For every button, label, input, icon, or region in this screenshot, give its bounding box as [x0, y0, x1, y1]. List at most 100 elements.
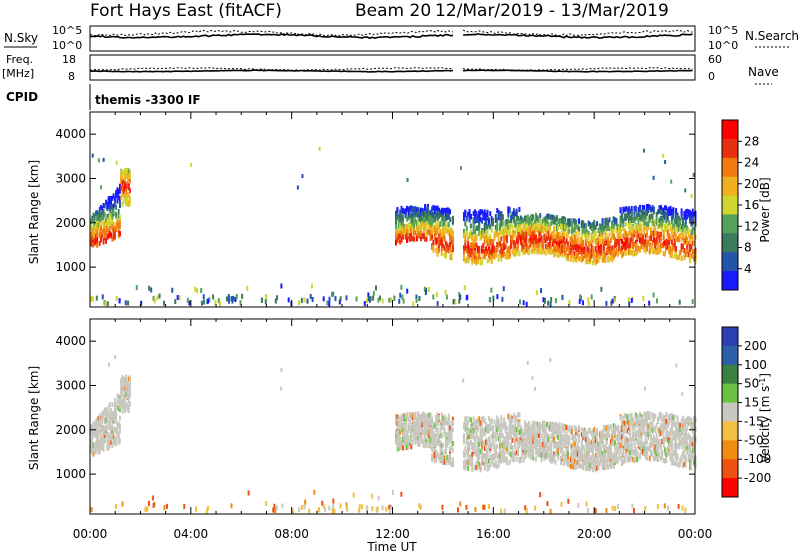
data-cell	[447, 418, 450, 424]
data-cell	[496, 415, 499, 421]
data-cell	[102, 410, 105, 416]
data-cell	[669, 210, 672, 216]
data-cell	[472, 425, 475, 431]
data-cell	[92, 235, 95, 241]
data-cell	[676, 255, 679, 261]
data-cell	[512, 210, 515, 216]
data-cell	[522, 432, 525, 438]
data-cell	[439, 211, 442, 217]
data-cell	[415, 236, 418, 242]
data-cell	[640, 223, 643, 229]
data-cell	[435, 292, 438, 298]
data-cell	[438, 244, 440, 250]
data-cell	[439, 443, 442, 449]
data-cell	[116, 393, 119, 399]
data-cell	[121, 384, 124, 390]
data-cell	[98, 224, 101, 230]
data-cell	[517, 231, 520, 237]
data-cell	[507, 229, 510, 235]
data-cell	[101, 435, 104, 441]
data-cell	[557, 240, 560, 246]
data-cell	[616, 239, 619, 245]
data-cell	[501, 442, 504, 448]
data-cell	[621, 245, 623, 251]
data-cell	[467, 465, 470, 471]
data-cell	[573, 234, 576, 240]
data-cell	[510, 240, 513, 246]
data-cell	[641, 204, 644, 210]
data-cell	[410, 205, 413, 211]
data-cell	[670, 230, 673, 236]
data-cell	[415, 208, 418, 214]
data-cell	[111, 210, 114, 216]
data-cell	[528, 439, 531, 445]
data-cell	[106, 431, 109, 437]
data-cell	[562, 232, 565, 238]
data-cell	[406, 224, 409, 230]
data-cell	[397, 220, 400, 226]
data-cell	[413, 412, 416, 418]
data-cell	[543, 431, 546, 437]
data-cell	[419, 417, 422, 423]
data-cell	[494, 247, 497, 253]
data-cell	[406, 288, 409, 294]
data-cell	[641, 237, 644, 243]
data-cell	[407, 441, 410, 447]
data-cell	[500, 215, 503, 221]
data-cell	[663, 240, 666, 246]
data-cell	[450, 438, 453, 444]
data-cell	[115, 404, 118, 410]
data-cell	[569, 444, 572, 450]
data-cell	[669, 245, 672, 251]
data-cell	[555, 429, 558, 435]
data-cell	[515, 235, 518, 241]
data-cell	[609, 254, 612, 260]
data-cell	[425, 212, 428, 218]
data-cell	[600, 228, 603, 234]
data-cell	[523, 248, 526, 254]
data-cell	[125, 186, 128, 192]
data-cell	[397, 216, 400, 222]
data-cell	[397, 445, 400, 451]
data-cell	[499, 443, 501, 449]
data-cell	[512, 244, 515, 250]
data-cell	[426, 412, 429, 418]
data-cell	[648, 248, 651, 254]
data-cell	[548, 453, 551, 459]
data-cell	[607, 225, 610, 231]
data-cell	[565, 452, 568, 458]
data-cell	[672, 224, 675, 230]
data-cell	[230, 296, 233, 302]
data-cell	[471, 257, 474, 263]
data-cell	[564, 442, 567, 448]
data-cell	[475, 260, 478, 266]
data-cell	[523, 448, 526, 454]
data-cell	[447, 226, 450, 232]
data-cell	[446, 440, 449, 446]
data-cell	[417, 231, 420, 237]
data-cell	[489, 224, 492, 230]
data-cell	[666, 239, 669, 245]
data-cell	[582, 221, 585, 227]
data-cell	[399, 217, 402, 223]
data-cell	[625, 250, 628, 256]
data-cell	[535, 212, 538, 218]
data-cell	[629, 215, 632, 221]
data-cell	[535, 290, 538, 296]
data-cell	[417, 411, 420, 417]
data-cell	[472, 211, 475, 217]
data-cell	[510, 215, 513, 221]
data-cell	[443, 459, 446, 465]
data-cell	[115, 189, 118, 195]
data-cell	[401, 214, 404, 220]
data-cell	[462, 228, 465, 234]
data-cell	[547, 226, 550, 232]
data-cell	[507, 443, 510, 449]
data-cell	[670, 179, 673, 184]
data-cell	[682, 244, 685, 250]
data-cell	[497, 212, 500, 218]
data-cell	[629, 225, 632, 231]
data-cell	[550, 452, 553, 458]
